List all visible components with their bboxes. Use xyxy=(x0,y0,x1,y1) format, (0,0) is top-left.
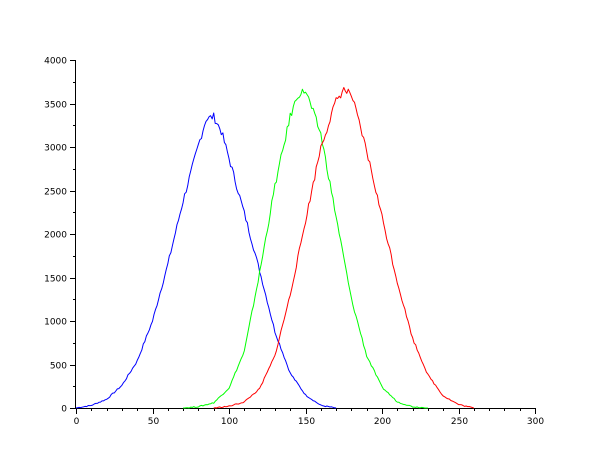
data-point xyxy=(183,407,184,408)
data-point xyxy=(137,360,138,361)
data-point xyxy=(152,320,153,321)
data-point xyxy=(228,406,229,407)
data-point xyxy=(351,299,352,300)
data-point xyxy=(320,146,321,147)
series-line-2 xyxy=(183,88,428,409)
y-tick-label: 2500 xyxy=(44,188,67,198)
y-tick-label: 500 xyxy=(50,362,67,372)
data-point xyxy=(412,338,413,339)
data-point xyxy=(351,94,352,95)
data-point xyxy=(228,158,229,159)
data-point xyxy=(75,407,76,408)
data-point xyxy=(228,387,229,388)
data-point xyxy=(366,151,367,152)
data-point xyxy=(221,131,222,132)
data-point xyxy=(381,387,382,388)
data-point xyxy=(183,200,184,201)
axes xyxy=(75,60,535,409)
data-point xyxy=(336,216,337,217)
data-point xyxy=(412,406,413,407)
data-point xyxy=(290,116,291,117)
data-point xyxy=(443,395,444,396)
y-tick-label: 4000 xyxy=(44,57,67,67)
data-point xyxy=(397,401,398,402)
data-point xyxy=(320,133,321,134)
data-point xyxy=(427,374,428,375)
data-point xyxy=(259,388,260,389)
y-tick-label: 1500 xyxy=(44,275,67,285)
data-point xyxy=(290,294,291,295)
data-point xyxy=(274,355,275,356)
data-point xyxy=(121,385,122,386)
data-point xyxy=(305,394,306,395)
y-tick-label: 1000 xyxy=(44,318,67,328)
data-point xyxy=(427,407,428,408)
y-tick-label: 2000 xyxy=(44,231,67,241)
data-point xyxy=(381,216,382,217)
data-point xyxy=(366,355,367,356)
x-tick-label: 200 xyxy=(374,417,391,427)
data-point xyxy=(458,404,459,405)
y-tick-label: 3500 xyxy=(44,101,67,111)
data-point xyxy=(205,119,206,120)
data-point xyxy=(297,94,298,95)
series-line-1 xyxy=(75,112,337,409)
data-point xyxy=(213,407,214,408)
x-tick-label: 300 xyxy=(527,417,544,427)
data-point xyxy=(473,407,474,408)
y-tick-label: 0 xyxy=(61,405,67,415)
data-point xyxy=(274,186,275,187)
data-point xyxy=(213,116,214,117)
data-point xyxy=(274,331,275,332)
data-point xyxy=(305,220,306,221)
x-tick-label: 100 xyxy=(221,417,238,427)
data-point xyxy=(244,351,245,352)
data-point xyxy=(213,402,214,403)
data-point xyxy=(244,401,245,402)
x-tick-label: 250 xyxy=(451,417,468,427)
data-point xyxy=(259,273,260,274)
data-point xyxy=(397,281,398,282)
series-line-3 xyxy=(213,87,474,409)
y-tick-label: 3000 xyxy=(44,144,67,154)
data-point xyxy=(244,213,245,214)
data-point xyxy=(290,373,291,374)
data-point xyxy=(336,100,337,101)
ticks: 0 50 100 150 200 250 3000500100015002000250030… xyxy=(44,57,544,428)
x-tick-label: 150 xyxy=(298,417,315,427)
data-point xyxy=(106,399,107,400)
series-group xyxy=(75,87,474,409)
data-point xyxy=(198,145,199,146)
data-point xyxy=(336,407,337,408)
x-tick-label: 50 xyxy=(148,417,160,427)
data-point xyxy=(305,90,306,91)
data-point xyxy=(167,264,168,265)
data-point xyxy=(343,89,344,90)
data-point xyxy=(198,406,199,407)
data-point xyxy=(91,405,92,406)
x-tick-label: 0 xyxy=(74,417,80,427)
data-point xyxy=(320,405,321,406)
